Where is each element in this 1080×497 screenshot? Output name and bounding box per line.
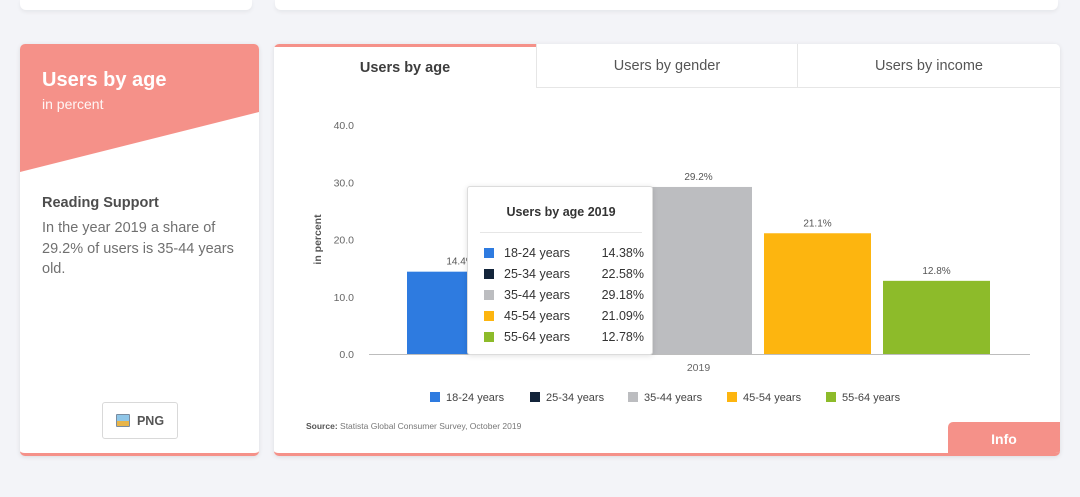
- legend-swatch: [430, 392, 440, 402]
- legend-label: 45-54 years: [743, 392, 802, 404]
- description-header: Users by age in percent: [20, 44, 259, 172]
- tab-users-by-age[interactable]: Users by age: [274, 44, 536, 88]
- bar-data-label: 29.2%: [684, 172, 712, 183]
- chart-tooltip: Users by age 2019 18-24 years 14.38% 25-34…: [467, 186, 653, 355]
- chart-source: Source: Statista Global Consumer Survey,…: [306, 421, 521, 431]
- tooltip-swatch: [484, 311, 494, 321]
- tooltip-row: 18-24 years 14.38%: [484, 245, 644, 261]
- legend-swatch: [530, 392, 540, 402]
- description-card: Users by age in percent Reading Support …: [20, 44, 259, 456]
- top-card-edge-right: [275, 0, 1058, 10]
- tooltip-title: Users by age 2019: [506, 205, 616, 219]
- tooltip-swatch: [484, 269, 494, 279]
- y-tick-label: 30.0: [334, 177, 355, 189]
- legend-label: 25-34 years: [546, 392, 605, 404]
- bar-45-54-years: [764, 233, 871, 354]
- tooltip-row-label: 45-54 years: [504, 309, 571, 323]
- bar-55-64-years: [883, 280, 990, 354]
- reading-support-text: In the year 2019 a share of 29.2% of use…: [42, 220, 234, 277]
- y-tick-label: 0.0: [339, 349, 354, 361]
- tooltip-swatch: [484, 332, 494, 342]
- image-icon: [115, 414, 130, 427]
- header-background-shape: [20, 44, 259, 172]
- tooltip-row-label: 55-64 years: [504, 330, 571, 344]
- chart-card: Users by age Users by gender Users by in…: [274, 44, 1060, 456]
- tooltip-row-value: 14.38%: [601, 246, 644, 260]
- tooltip-row-label: 35-44 years: [504, 288, 571, 302]
- tooltip-row: 55-64 years 12.78%: [484, 329, 644, 345]
- bar-chart: 0.010.020.030.040.0in percent14.4%22.6%2…: [312, 120, 1030, 404]
- source-text: Statista Global Consumer Survey, October…: [340, 421, 522, 431]
- source-prefix: Source:: [306, 421, 338, 431]
- y-tick-label: 20.0: [334, 235, 355, 247]
- legend-label: 18-24 years: [446, 392, 505, 404]
- y-tick-label: 10.0: [334, 292, 355, 304]
- legend-swatch: [826, 392, 836, 402]
- reading-support-title: Reading Support: [42, 195, 159, 211]
- png-download-button[interactable]: PNG: [102, 402, 178, 439]
- y-tick-label: 40.0: [334, 120, 355, 132]
- tooltip-row-label: 25-34 years: [504, 267, 571, 281]
- card-title: Users by age: [42, 69, 167, 91]
- tooltip-row-value: 29.18%: [601, 288, 644, 302]
- tooltip-row-value: 21.09%: [601, 309, 644, 323]
- info-button[interactable]: Info: [948, 422, 1060, 453]
- tooltip-row: 45-54 years 21.09%: [484, 308, 644, 324]
- bar-data-label: 21.1%: [803, 218, 831, 229]
- legend-label: 55-64 years: [842, 392, 901, 404]
- x-tick-label: 2019: [687, 362, 711, 374]
- tab-users-by-gender[interactable]: Users by gender: [536, 44, 797, 88]
- bar-35-44-years: [645, 186, 752, 354]
- legend-swatch: [628, 392, 638, 402]
- legend-label: 35-44 years: [644, 392, 703, 404]
- tooltip-row-value: 22.58%: [601, 267, 644, 281]
- png-button-label: PNG: [136, 413, 165, 428]
- tooltip-divider: [480, 232, 642, 233]
- tooltip-swatch: [484, 290, 494, 300]
- tooltip-row: 25-34 years 22.58%: [484, 266, 644, 282]
- tooltip-swatch: [484, 248, 494, 258]
- tooltip-row-value: 12.78%: [601, 330, 644, 344]
- tab-users-by-income[interactable]: Users by income: [797, 44, 1060, 88]
- tooltip-row-label: 18-24 years: [504, 246, 571, 260]
- bar-data-label: 14.4%: [446, 257, 474, 268]
- top-card-edge-left: [20, 0, 252, 10]
- legend-swatch: [727, 392, 737, 402]
- y-axis-label: in percent: [312, 214, 324, 265]
- tooltip-row: 35-44 years 29.18%: [484, 287, 644, 303]
- bar-data-label: 12.8%: [922, 266, 950, 277]
- card-subtitle: in percent: [42, 96, 104, 112]
